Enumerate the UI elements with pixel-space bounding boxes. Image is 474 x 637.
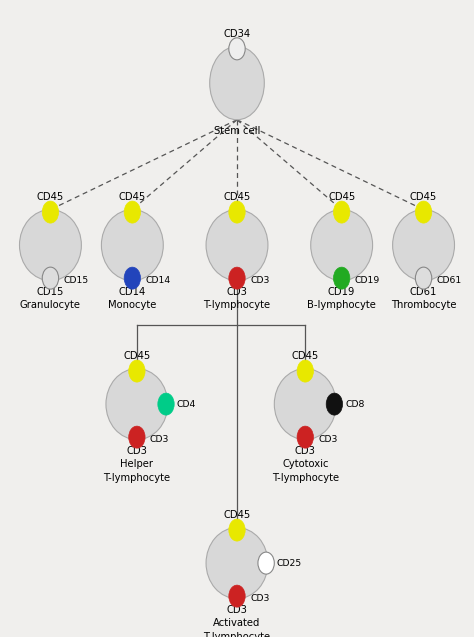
Text: CD15: CD15 bbox=[64, 276, 89, 285]
Text: CD45: CD45 bbox=[223, 192, 251, 203]
Text: T-lymphocyte: T-lymphocyte bbox=[203, 300, 271, 310]
Text: CD45: CD45 bbox=[410, 192, 437, 203]
Text: CD19: CD19 bbox=[328, 287, 356, 297]
Text: Granulocyte: Granulocyte bbox=[20, 300, 81, 310]
Circle shape bbox=[415, 267, 432, 289]
Circle shape bbox=[334, 201, 350, 223]
Text: CD45: CD45 bbox=[223, 510, 251, 520]
Text: CD15: CD15 bbox=[37, 287, 64, 297]
Text: CD61: CD61 bbox=[410, 287, 437, 297]
Text: CD45: CD45 bbox=[123, 352, 151, 361]
Text: CD3: CD3 bbox=[319, 435, 338, 444]
Circle shape bbox=[129, 360, 145, 382]
Text: CD3: CD3 bbox=[127, 446, 147, 455]
Text: CD3: CD3 bbox=[295, 446, 316, 455]
Ellipse shape bbox=[392, 210, 455, 280]
Circle shape bbox=[42, 267, 59, 289]
Text: CD14: CD14 bbox=[146, 276, 171, 285]
Text: CD19: CD19 bbox=[355, 276, 380, 285]
Ellipse shape bbox=[210, 47, 264, 120]
Text: Cytotoxic: Cytotoxic bbox=[282, 459, 328, 469]
Circle shape bbox=[258, 552, 274, 574]
Text: CD34: CD34 bbox=[223, 29, 251, 39]
Text: CD14: CD14 bbox=[118, 287, 146, 297]
Text: CD45: CD45 bbox=[328, 192, 356, 203]
Circle shape bbox=[229, 201, 245, 223]
Circle shape bbox=[158, 393, 174, 415]
Text: CD3: CD3 bbox=[227, 287, 247, 297]
Text: CD3: CD3 bbox=[227, 605, 247, 615]
Ellipse shape bbox=[106, 369, 168, 440]
Text: CD4: CD4 bbox=[177, 399, 196, 408]
Ellipse shape bbox=[101, 210, 163, 280]
Text: CD45: CD45 bbox=[37, 192, 64, 203]
Circle shape bbox=[297, 426, 313, 448]
Circle shape bbox=[326, 393, 343, 415]
Circle shape bbox=[229, 267, 245, 289]
Ellipse shape bbox=[274, 369, 336, 440]
Ellipse shape bbox=[206, 210, 268, 280]
Text: CD45: CD45 bbox=[292, 352, 319, 361]
Text: CD3: CD3 bbox=[250, 594, 270, 603]
Text: CD3: CD3 bbox=[150, 435, 169, 444]
Text: CD45: CD45 bbox=[118, 192, 146, 203]
Circle shape bbox=[297, 360, 313, 382]
Circle shape bbox=[129, 426, 145, 448]
Text: CD25: CD25 bbox=[277, 559, 302, 568]
Circle shape bbox=[229, 519, 245, 541]
Text: Monocyte: Monocyte bbox=[108, 300, 156, 310]
Ellipse shape bbox=[206, 527, 268, 599]
Ellipse shape bbox=[19, 210, 82, 280]
Text: Helper: Helper bbox=[120, 459, 154, 469]
Text: CD8: CD8 bbox=[345, 399, 365, 408]
Circle shape bbox=[334, 267, 350, 289]
Ellipse shape bbox=[311, 210, 373, 280]
Text: T-lymphocyte: T-lymphocyte bbox=[203, 632, 271, 637]
Circle shape bbox=[124, 201, 140, 223]
Text: Thrombocyte: Thrombocyte bbox=[391, 300, 456, 310]
Text: CD3: CD3 bbox=[250, 276, 270, 285]
Circle shape bbox=[42, 201, 59, 223]
Text: T-lymphocyte: T-lymphocyte bbox=[103, 473, 171, 483]
Text: CD61: CD61 bbox=[437, 276, 462, 285]
Circle shape bbox=[124, 267, 140, 289]
Circle shape bbox=[229, 38, 245, 60]
Text: T-lymphocyte: T-lymphocyte bbox=[272, 473, 339, 483]
Circle shape bbox=[229, 585, 245, 607]
Text: Activated: Activated bbox=[213, 618, 261, 628]
Text: B-lymphocyte: B-lymphocyte bbox=[307, 300, 376, 310]
Text: Stem cell: Stem cell bbox=[214, 126, 260, 136]
Circle shape bbox=[415, 201, 432, 223]
